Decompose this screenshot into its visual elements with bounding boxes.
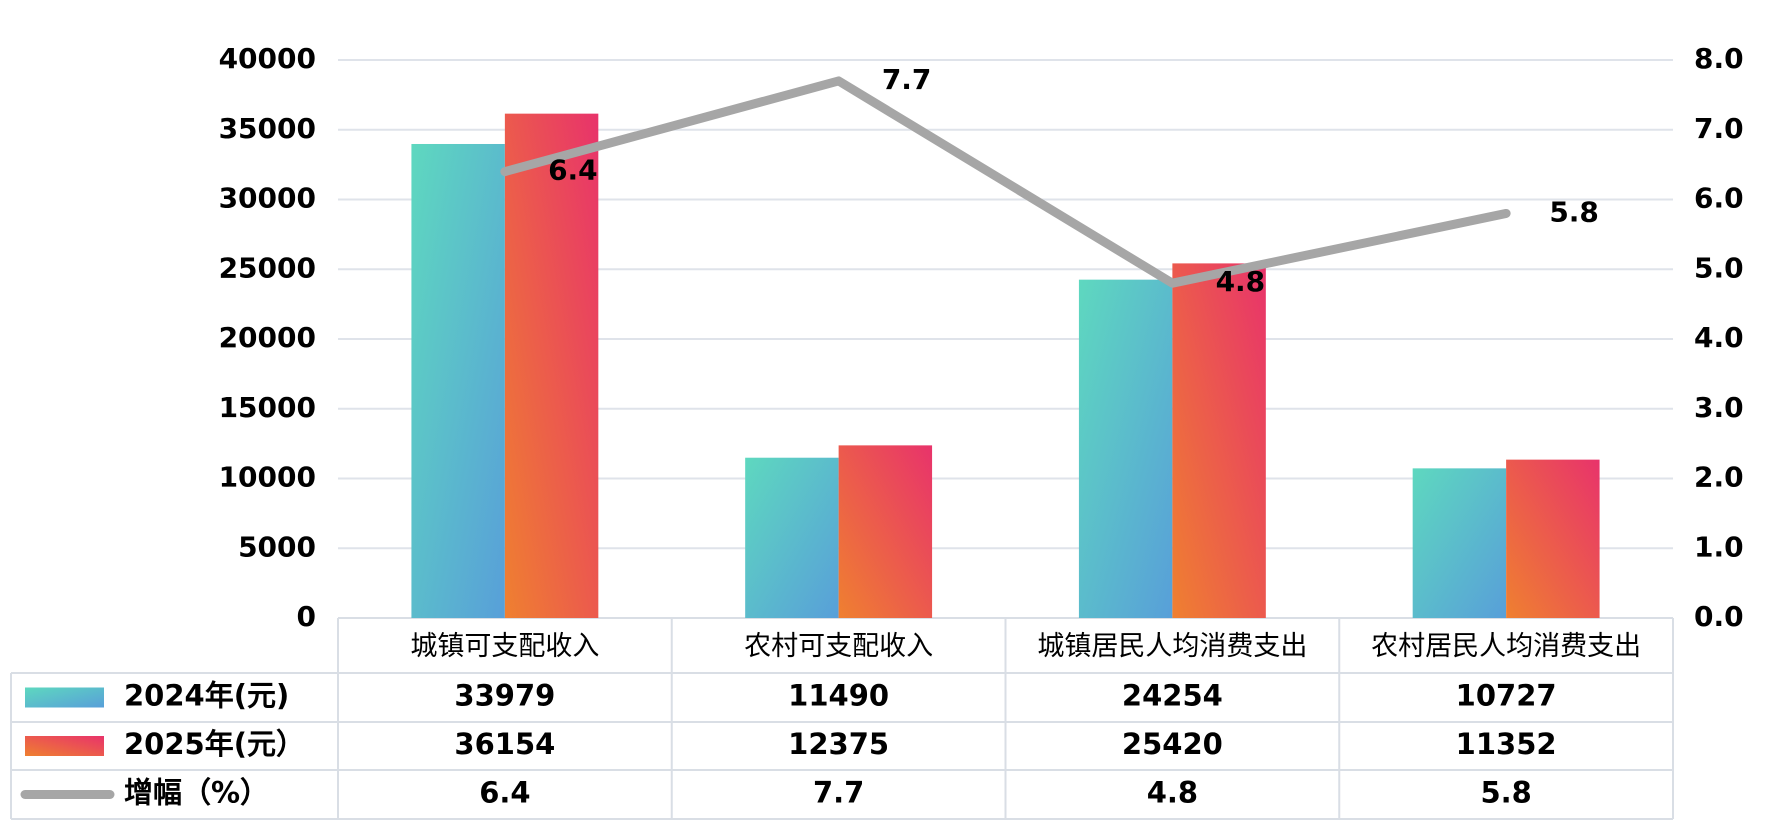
- table-cell: 6.4: [479, 776, 530, 810]
- y2-tick-label: 1.0: [1694, 530, 1744, 563]
- table-cell: 7.7: [813, 776, 864, 810]
- y-tick-label: 15000: [219, 391, 316, 424]
- legend-label: 2024年(元): [124, 679, 289, 713]
- y-tick-label: 30000: [219, 182, 316, 215]
- data-label: 6.4: [548, 154, 598, 187]
- y2-tick-label: 5.0: [1694, 251, 1744, 284]
- table-cell: 36154: [454, 727, 555, 761]
- table-cell: 33979: [454, 679, 555, 713]
- y-tick-label: 35000: [219, 112, 316, 145]
- y2-tick-label: 6.0: [1694, 182, 1744, 215]
- y2-tick-label: 4.0: [1694, 321, 1744, 354]
- bar: [1172, 263, 1266, 618]
- y2-tick-label: 2.0: [1694, 461, 1744, 494]
- x-tick-label: 城镇居民人均消费支出: [1037, 631, 1307, 662]
- y2-tick-label: 7.0: [1694, 112, 1744, 145]
- bar: [745, 457, 839, 618]
- y-tick-label: 20000: [219, 321, 316, 354]
- table-cell: 12375: [788, 727, 889, 761]
- bar: [1412, 468, 1507, 618]
- data-label: 4.8: [1216, 265, 1266, 298]
- x-tick-label: 农村可支配收入: [744, 631, 933, 662]
- table-cell: 10727: [1456, 679, 1557, 713]
- data-label: 5.8: [1549, 195, 1599, 228]
- table-cell: 11352: [1456, 727, 1557, 761]
- legend-label: 增幅（%）: [124, 776, 269, 810]
- table-cell: 24254: [1122, 679, 1223, 713]
- table-cell: 11490: [788, 679, 889, 713]
- legend-label: 2025年(元）: [124, 727, 305, 761]
- bar: [1506, 459, 1600, 618]
- y-tick-label: 0: [297, 600, 316, 633]
- bar: [504, 113, 599, 618]
- y2-tick-label: 0.0: [1694, 600, 1744, 633]
- y-tick-label: 10000: [219, 461, 316, 494]
- table-cell: 5.8: [1480, 776, 1531, 810]
- y-tick-label: 25000: [219, 251, 316, 284]
- legend-key: [25, 736, 104, 756]
- bar: [1078, 279, 1173, 618]
- y2-tick-label: 3.0: [1694, 391, 1744, 424]
- y-tick-label: 40000: [219, 42, 316, 75]
- line: [500, 76, 1511, 288]
- data-label: 7.7: [882, 63, 932, 96]
- table-cell: 25420: [1122, 727, 1223, 761]
- bar: [411, 143, 505, 618]
- y-tick-label: 5000: [238, 530, 316, 563]
- bar: [838, 445, 933, 618]
- x-tick-label: 城镇可支配收入: [410, 631, 599, 662]
- x-tick-label: 农村居民人均消费支出: [1371, 631, 1641, 662]
- y2-tick-label: 8.0: [1694, 42, 1744, 75]
- legend-key: [25, 687, 104, 708]
- table-cell: 4.8: [1147, 776, 1198, 810]
